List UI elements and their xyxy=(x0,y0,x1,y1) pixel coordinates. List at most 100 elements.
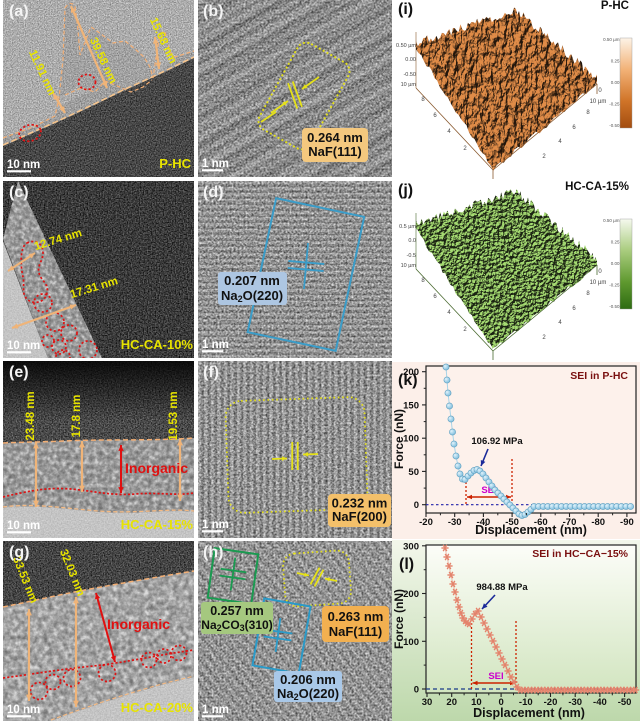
svg-text:0.264 nm: 0.264 nm xyxy=(307,130,363,145)
svg-text:4: 4 xyxy=(447,310,451,316)
svg-text:20: 20 xyxy=(446,697,457,708)
svg-text:NaF(200): NaF(200) xyxy=(332,509,387,524)
svg-text:0.0: 0.0 xyxy=(408,238,416,244)
svg-text:-40: -40 xyxy=(593,697,607,708)
svg-text:P-HC: P-HC xyxy=(159,156,191,171)
svg-text:(b): (b) xyxy=(203,3,223,20)
svg-text:10 µm: 10 µm xyxy=(401,82,417,88)
svg-text:(f): (f) xyxy=(203,364,219,381)
svg-text:Na2O(220): Na2O(220) xyxy=(277,686,339,702)
svg-text:6: 6 xyxy=(572,306,576,312)
svg-text:-50: -50 xyxy=(505,517,519,528)
svg-text:(g): (g) xyxy=(9,544,29,561)
svg-text:Displacement (nm): Displacement (nm) xyxy=(473,706,585,720)
svg-text:(l): (l) xyxy=(399,556,414,573)
svg-text:0: 0 xyxy=(598,88,602,94)
svg-text:17.8 nm: 17.8 nm xyxy=(71,395,83,438)
svg-text:(a): (a) xyxy=(9,3,29,20)
svg-text:30: 30 xyxy=(422,697,433,708)
svg-text:10 nm: 10 nm xyxy=(7,159,40,171)
svg-text:0.50 µm: 0.50 µm xyxy=(603,37,620,42)
svg-text:50: 50 xyxy=(408,467,419,478)
svg-text:2: 2 xyxy=(542,335,546,341)
svg-text:-30: -30 xyxy=(568,697,582,708)
svg-text:4: 4 xyxy=(558,139,562,145)
svg-text:(c): (c) xyxy=(9,184,29,201)
svg-text:1 nm: 1 nm xyxy=(202,158,229,170)
svg-text:-0.50: -0.50 xyxy=(403,72,416,78)
svg-text:8: 8 xyxy=(586,291,590,297)
svg-text:Inorganic: Inorganic xyxy=(125,460,188,476)
svg-text:150: 150 xyxy=(403,400,419,411)
svg-text:0.00: 0.00 xyxy=(611,261,620,266)
svg-text:Inorganic: Inorganic xyxy=(107,616,170,632)
svg-text:1 nm: 1 nm xyxy=(202,704,229,716)
svg-text:HC-CA-15%: HC-CA-15% xyxy=(121,517,194,532)
svg-text:10 nm: 10 nm xyxy=(7,520,40,532)
svg-text:10: 10 xyxy=(471,697,482,708)
svg-text:SEI: SEI xyxy=(481,485,496,496)
svg-text:0: 0 xyxy=(498,697,503,708)
svg-text:200: 200 xyxy=(403,589,419,600)
svg-text:19.53 nm: 19.53 nm xyxy=(168,391,180,440)
svg-text:P-HC: P-HC xyxy=(601,0,629,12)
svg-text:-50: -50 xyxy=(618,697,632,708)
svg-text:-0.50: -0.50 xyxy=(609,304,620,309)
svg-text:1 nm: 1 nm xyxy=(202,519,229,531)
svg-text:HC-CA-20%: HC-CA-20% xyxy=(121,700,194,715)
svg-text:0.50 µm: 0.50 µm xyxy=(603,218,620,223)
svg-text:(e): (e) xyxy=(9,364,29,381)
svg-text:Force (nN): Force (nN) xyxy=(392,409,406,469)
svg-text:-80: -80 xyxy=(591,517,605,528)
svg-text:100: 100 xyxy=(403,637,419,648)
svg-text:0.207 nm: 0.207 nm xyxy=(224,273,280,288)
svg-text:-0.25: -0.25 xyxy=(609,283,620,288)
svg-text:Na2CO3(310): Na2CO3(310) xyxy=(201,618,272,633)
svg-text:NaF(111): NaF(111) xyxy=(329,624,382,639)
svg-text:-70: -70 xyxy=(563,517,577,528)
svg-text:0.25: 0.25 xyxy=(611,240,620,245)
svg-text:8: 8 xyxy=(421,278,425,284)
svg-text:(k): (k) xyxy=(398,372,418,389)
svg-text:SEI: SEI xyxy=(488,671,503,682)
svg-text:0: 0 xyxy=(414,500,419,511)
svg-text:10 µm: 10 µm xyxy=(590,99,607,105)
svg-text:23.48 nm: 23.48 nm xyxy=(25,391,37,440)
svg-text:0: 0 xyxy=(414,685,419,696)
svg-text:-20: -20 xyxy=(419,517,433,528)
svg-text:4: 4 xyxy=(558,320,562,326)
svg-text:0.257 nm: 0.257 nm xyxy=(210,604,264,618)
svg-text:300: 300 xyxy=(403,541,419,552)
svg-text:(i): (i) xyxy=(398,1,413,18)
svg-text:(j): (j) xyxy=(398,182,413,199)
svg-text:100: 100 xyxy=(403,434,419,445)
svg-text:10 nm: 10 nm xyxy=(7,340,40,352)
svg-text:0.5 µm: 0.5 µm xyxy=(399,224,416,230)
svg-text:(d): (d) xyxy=(203,184,223,201)
svg-text:984.88 MPa: 984.88 MPa xyxy=(476,582,528,593)
svg-text:6: 6 xyxy=(433,294,437,300)
svg-text:2: 2 xyxy=(463,327,467,333)
svg-text:Displacement (nm): Displacement (nm) xyxy=(475,523,587,537)
svg-text:0.00: 0.00 xyxy=(405,57,416,63)
svg-text:8: 8 xyxy=(421,97,425,103)
svg-text:NaF(111): NaF(111) xyxy=(308,144,361,159)
svg-text:HC-CA-15%: HC-CA-15% xyxy=(565,181,629,193)
svg-text:Na2O(220): Na2O(220) xyxy=(221,288,283,304)
svg-text:106.92 MPa: 106.92 MPa xyxy=(471,436,523,447)
svg-text:HC-CA-10%: HC-CA-10% xyxy=(121,337,194,352)
svg-text:-60: -60 xyxy=(534,517,548,528)
svg-text:10 µm: 10 µm xyxy=(590,280,607,286)
svg-text:0.00: 0.00 xyxy=(611,80,620,85)
svg-text:1 nm: 1 nm xyxy=(202,339,229,351)
svg-text:2: 2 xyxy=(463,146,467,152)
svg-text:SEI in HC−CA−15%: SEI in HC−CA−15% xyxy=(532,548,628,560)
svg-text:SEI in P-HC: SEI in P-HC xyxy=(570,370,628,382)
svg-text:-0.25: -0.25 xyxy=(609,102,620,107)
svg-text:0.206 nm: 0.206 nm xyxy=(280,672,336,687)
svg-text:0.263 nm: 0.263 nm xyxy=(328,609,384,624)
svg-text:-40: -40 xyxy=(477,517,491,528)
svg-text:6: 6 xyxy=(572,125,576,131)
svg-text:2: 2 xyxy=(542,154,546,160)
svg-text:-0.50: -0.50 xyxy=(609,123,620,128)
